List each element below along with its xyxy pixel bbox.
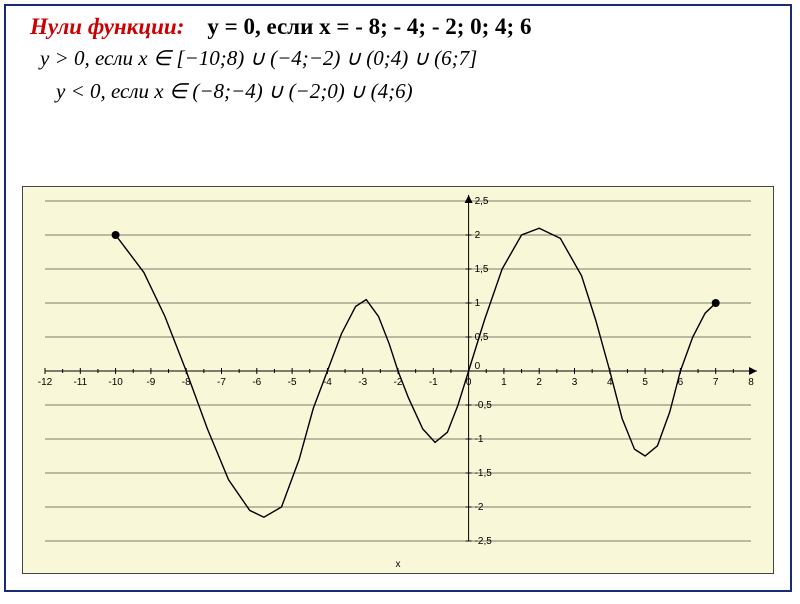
svg-text:-9: -9 xyxy=(146,377,155,388)
svg-text:1: 1 xyxy=(501,377,507,388)
svg-text:2: 2 xyxy=(475,230,481,241)
svg-text:1,5: 1,5 xyxy=(475,264,489,275)
svg-text:-7: -7 xyxy=(217,377,226,388)
svg-text:x: x xyxy=(396,559,401,570)
negative-interval: y < 0, если x ∈ (−8;−4) ∪ (−2;0) ∪ (4;6) xyxy=(6,75,790,108)
zeros-values: у = 0, если х = - 8; - 4; - 2; 0; 4; 6 xyxy=(207,14,531,39)
function-chart: -12-11-10-9-8-7-6-5-4-3-2-10123456780,51… xyxy=(23,187,773,573)
title-row: Нули функции: у = 0, если х = - 8; - 4; … xyxy=(6,6,790,42)
svg-text:2,5: 2,5 xyxy=(475,196,489,207)
svg-text:-0,5: -0,5 xyxy=(475,400,493,411)
svg-text:-3: -3 xyxy=(358,377,367,388)
svg-text:5: 5 xyxy=(642,377,648,388)
svg-text:-1,5: -1,5 xyxy=(475,468,493,479)
svg-text:1: 1 xyxy=(475,298,481,309)
svg-text:-2,5: -2,5 xyxy=(475,536,493,547)
slide-frame: Нули функции: у = 0, если х = - 8; - 4; … xyxy=(4,4,792,592)
svg-text:-10: -10 xyxy=(108,377,123,388)
positive-interval: y > 0, если x ∈ [−10;8) ∪ (−4;−2) ∪ (0;4… xyxy=(6,42,790,75)
svg-text:-6: -6 xyxy=(252,377,261,388)
svg-text:-1: -1 xyxy=(429,377,438,388)
chart-panel: -12-11-10-9-8-7-6-5-4-3-2-10123456780,51… xyxy=(22,186,774,574)
svg-text:8: 8 xyxy=(748,377,754,388)
svg-text:-12: -12 xyxy=(38,377,53,388)
svg-text:-5: -5 xyxy=(288,377,297,388)
svg-text:7: 7 xyxy=(713,377,719,388)
svg-text:3: 3 xyxy=(572,377,578,388)
svg-text:-1: -1 xyxy=(475,434,484,445)
svg-text:-2: -2 xyxy=(475,502,484,513)
zeros-label: Нули функции: xyxy=(30,14,184,39)
svg-text:0: 0 xyxy=(475,361,481,372)
svg-text:-11: -11 xyxy=(73,377,87,388)
svg-text:2: 2 xyxy=(536,377,542,388)
svg-text:0,5: 0,5 xyxy=(475,332,489,343)
